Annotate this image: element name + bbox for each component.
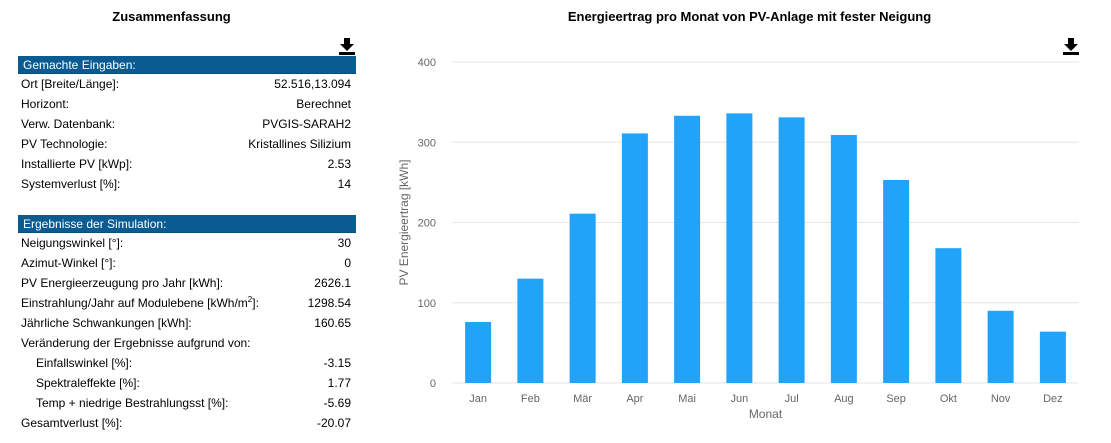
bar-dez xyxy=(1039,331,1066,383)
result-row-changes-header: Veränderung der Ergebnisse aufgrund von: xyxy=(18,333,351,353)
chart-download-icon[interactable] xyxy=(1062,37,1080,55)
bar-apr xyxy=(621,133,648,383)
row-value: 2626.1 xyxy=(314,276,351,290)
x-tick-label: Mär xyxy=(573,393,592,405)
result-row-azimuth: Azimut-Winkel [°]: 0 xyxy=(18,253,351,273)
summary-panel: Zusammenfassung Gemachte Eingaben: Ort [… xyxy=(18,0,356,443)
row-label: PV Technologie: xyxy=(21,137,108,151)
row-label: PV Energieerzeugung pro Jahr [kWh]: xyxy=(21,276,224,290)
x-tick-label: Nov xyxy=(991,393,1011,405)
summary-title: Zusammenfassung xyxy=(112,9,231,24)
y-axis-title: PV Energieertrag [kWh] xyxy=(397,159,411,285)
bar-nov xyxy=(987,310,1014,383)
chart-plot-area: 0 100 200 300 400 Jan Feb Mär Apr Mai Jun Jul Aug Sep… xyxy=(397,57,1079,421)
inputs-section-header: Gemachte Eingaben: xyxy=(18,56,356,74)
result-row-spectral: Spektraleffekte [%]: 1.77 xyxy=(18,373,351,393)
row-label: Einstrahlung/Jahr auf Modulebene [kWh/m2… xyxy=(21,293,259,313)
row-value: 1.77 xyxy=(327,376,351,390)
row-value: 2.53 xyxy=(327,157,351,171)
row-label: Systemverlust [%]: xyxy=(21,177,121,191)
row-value: 30 xyxy=(337,236,351,250)
result-row-temp-irradiance: Temp + niedrige Bestrahlungsst [%]: -5.6… xyxy=(18,393,351,413)
input-row-installed-pv: Installierte PV [kWp]: 2.53 xyxy=(18,154,351,174)
y-tick-label: 400 xyxy=(418,57,436,69)
x-tick-label: Aug xyxy=(834,393,854,405)
input-row-database: Verw. Datenbank: PVGIS-SARAH2 xyxy=(18,114,351,134)
row-label: Temp + niedrige Bestrahlungsst [%]: xyxy=(36,396,229,410)
y-tick-label: 200 xyxy=(418,218,436,230)
y-tick-label: 0 xyxy=(430,378,436,390)
x-tick-label: Jun xyxy=(731,393,749,405)
chart-title: Energieertrag pro Monat von PV-Anlage mi… xyxy=(567,9,932,24)
row-label-main: Einstrahlung/Jahr auf Modulebene [kWh/m xyxy=(21,296,248,310)
row-label: Neigungswinkel [°]: xyxy=(21,236,124,250)
row-value: 160.65 xyxy=(314,316,351,330)
row-value: 0 xyxy=(344,256,351,270)
bar-jun xyxy=(726,113,753,384)
x-axis-title: Monat xyxy=(749,407,783,421)
row-label: Ort [Breite/Länge]: xyxy=(21,77,120,91)
row-label-end: ]: xyxy=(252,296,259,310)
bar-jan xyxy=(465,322,492,383)
x-tick-label: Dez xyxy=(1043,393,1063,405)
row-label: Installierte PV [kWp]: xyxy=(21,157,133,171)
row-value: Berechnet xyxy=(296,97,351,111)
row-value: -5.69 xyxy=(323,396,351,410)
row-label: Gesamtverlust [%]: xyxy=(21,416,123,430)
download-icon[interactable] xyxy=(338,37,356,55)
x-tick-label: Jan xyxy=(469,393,487,405)
row-label: Azimut-Winkel [°]: xyxy=(21,256,116,270)
row-value: -3.15 xyxy=(323,356,351,370)
x-tick-label: Jul xyxy=(785,393,799,405)
input-row-system-loss: Systemverlust [%]: 14 xyxy=(18,174,351,194)
row-label: Veränderung der Ergebnisse aufgrund von: xyxy=(21,336,251,350)
result-row-irradiation: Einstrahlung/Jahr auf Modulebene [kWh/m2… xyxy=(18,293,351,313)
x-tick-label: Okt xyxy=(940,393,957,405)
row-value: 52.516,13.094 xyxy=(274,77,351,91)
input-row-location: Ort [Breite/Länge]: 52.516,13.094 xyxy=(18,74,351,94)
input-row-technology: PV Technologie: Kristallines Silizium xyxy=(18,134,351,154)
row-value: -20.07 xyxy=(316,416,351,430)
bar-sep xyxy=(883,179,910,383)
input-row-horizon: Horizont: Berechnet xyxy=(18,94,351,114)
bar-aug xyxy=(830,135,857,383)
bar-okt xyxy=(935,248,962,383)
bar-feb xyxy=(517,278,544,383)
x-tick-label: Feb xyxy=(521,393,540,405)
row-value: 1298.54 xyxy=(307,296,351,310)
row-label-sup: 2 xyxy=(247,295,253,304)
result-row-aoi: Einfallswinkel [%]: -3.15 xyxy=(18,353,351,373)
result-row-yearly-energy: PV Energieerzeugung pro Jahr [kWh]: 2626… xyxy=(18,273,351,293)
row-label: Spektraleffekte [%]: xyxy=(36,376,140,390)
y-tick-label: 300 xyxy=(418,137,436,149)
x-tick-label: Apr xyxy=(626,393,643,405)
row-value: PVGIS-SARAH2 xyxy=(262,117,351,131)
x-tick-label: Mai xyxy=(678,393,696,405)
result-row-variability: Jährliche Schwankungen [kWh]: 160.65 xyxy=(18,313,351,333)
row-label: Horizont: xyxy=(21,97,70,111)
y-tick-label: 100 xyxy=(418,298,436,310)
bar-mai xyxy=(674,115,701,383)
row-label: Jährliche Schwankungen [kWh]: xyxy=(21,316,192,330)
result-row-slope: Neigungswinkel [°]: 30 xyxy=(18,233,351,253)
row-label: Einfallswinkel [%]: xyxy=(36,356,133,370)
row-value: 14 xyxy=(337,177,351,191)
bar-jul xyxy=(778,117,805,383)
x-tick-label: Sep xyxy=(886,393,906,405)
row-label: Verw. Datenbank: xyxy=(21,117,116,131)
result-row-total-loss: Gesamtverlust [%]: -20.07 xyxy=(18,413,351,433)
monthly-energy-chart: Energieertrag pro Monat von PV-Anlage mi… xyxy=(388,0,1111,443)
bar-mär xyxy=(569,213,596,383)
row-value: Kristallines Silizium xyxy=(248,137,351,151)
results-section-header: Ergebnisse der Simulation: xyxy=(18,215,356,233)
